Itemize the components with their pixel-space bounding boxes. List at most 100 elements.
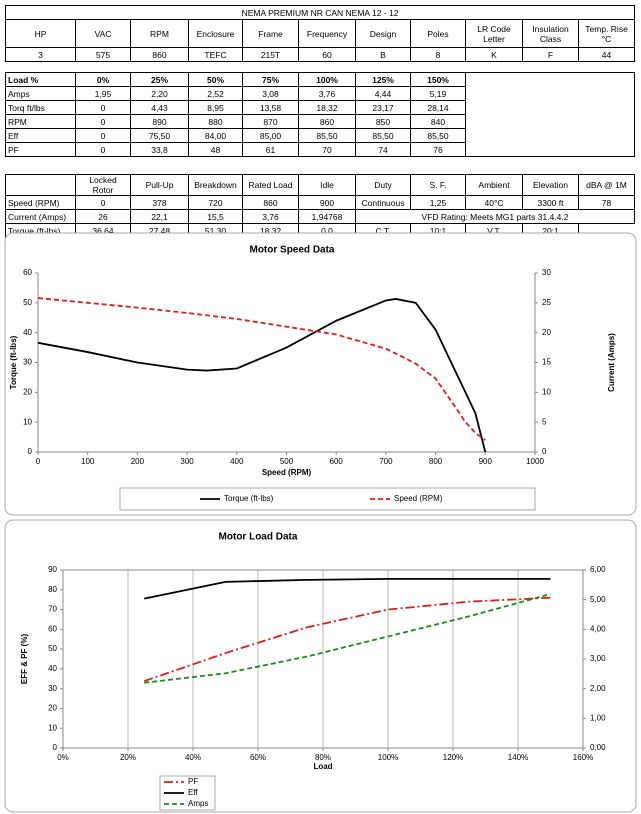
table-cell: TEFC [188,47,243,62]
y-tick-label: 50 [48,644,57,653]
table-cell: 8 [410,47,466,62]
y2-tick-label: 3,00 [590,654,606,663]
table-cell: 8,95 [188,100,243,115]
table-cell: 76 [410,142,466,157]
table-cell: 1,95 [75,86,131,101]
x-tick-label: 500 [280,457,294,466]
x-tick-label: 120% [443,753,463,762]
x-tick-label: 140% [508,753,528,762]
table-cell: 25% [130,72,189,87]
table-cell: 15,5 [188,209,243,224]
table-cell: 50% [188,72,243,87]
x-tick-label: 100 [81,457,95,466]
x-tick-label: 200 [131,457,145,466]
y2-tick-label: 15 [542,358,551,367]
table-cell: 84,00 [188,128,243,143]
x-tick-label: 300 [180,457,194,466]
performance-table: Locked Rotor Pull-Up Breakdown Rated Load Id… [5,174,635,238]
y-tick-label: 70 [48,605,57,614]
table-cell: 125% [355,72,411,87]
table-row: PF 0 33,8 48 61 70 74 76 [5,142,635,157]
table-cell: K [465,47,523,62]
y2-tick-label: 2,00 [590,684,606,693]
column-header: Rated Load [242,174,299,196]
x-axis-label: Speed (RPM) [262,468,312,477]
x-tick-label: 60% [250,753,266,762]
column-header: Frequency [298,19,356,48]
legend-label: Torque (ft-lbs) [224,494,274,503]
y2-tick-label: 30 [542,268,551,277]
table-cell: 75,50 [130,128,189,143]
y2-axis-label: Current (Amps) [607,333,616,392]
table-row: Load % 0% 25% 50% 75% 100% 125% 150% [5,72,636,157]
row-label: PF [5,142,76,157]
table-cell: 22,1 [130,209,189,224]
x-tick-label: 900 [479,457,493,466]
legend-label: PF [188,777,198,786]
table-cell: 48 [188,142,243,157]
table-cell: 860 [242,195,299,210]
x-tick-label: 100% [378,753,398,762]
x-tick-label: 1000 [526,457,544,466]
column-header: Temp. Rise °C [577,19,636,48]
table-cell: 3,76 [298,86,356,101]
y2-tick-label: 4,00 [590,624,606,633]
table-cell: 890 [130,114,189,129]
series-line [144,593,551,684]
table-cell: 70 [298,142,356,157]
column-header: Enclosure [188,19,243,48]
column-header: LR Code Letter [465,19,523,48]
table-cell: 28,14 [410,100,466,115]
table-cell: 215T [242,47,299,62]
chart-panel [4,519,637,813]
y-tick-label: 30 [48,684,57,693]
x-tick-label: 800 [429,457,443,466]
table-cell: 0 [75,142,131,157]
empty-cell [464,72,636,157]
row-label: Current (Amps) [5,209,76,224]
column-header: Pull-Up [130,174,189,196]
column-header: VAC [75,19,131,48]
chart-panel [4,232,637,516]
table-row: Locked Rotor Pull-Up Breakdown Rated Load Id… [5,174,635,196]
table-cell: 85,50 [298,128,356,143]
table-cell: F [522,47,579,62]
y2-tick-label: 0,00 [590,743,606,752]
y-tick-label: 50 [23,298,32,307]
column-header: Insulation Class [522,19,579,48]
y-tick-label: 20 [48,704,57,713]
y-tick-label: 80 [48,585,57,594]
table-cell: 870 [242,114,299,129]
column-header: HP [5,19,76,48]
y2-tick-label: 25 [542,298,551,307]
row-label: Torq ft/lbs [5,100,76,115]
column-header: Idle [298,174,356,196]
table-cell: 575 [75,47,131,62]
table-cell: 85,50 [410,128,466,143]
y-tick-label: 10 [23,417,32,426]
table-cell: 150% [410,72,466,87]
table-cell: 860 [130,47,189,62]
table-row: Current (Amps) 26 22,1 15,5 3,76 1,94768 VFD R… [5,209,635,224]
y-tick-label: 60 [23,268,32,277]
table-cell: 1,94768 [298,209,356,224]
table-row: HP VAC RPM Enclosure Frame Frequency Design Pol… [5,19,636,48]
table-cell: 23,17 [355,100,411,115]
x-tick-label: 40% [185,753,201,762]
x-tick-label: 700 [379,457,393,466]
table-cell: 61 [242,142,299,157]
y-tick-label: 20 [23,387,32,396]
row-label: Load % [5,72,76,87]
table-cell: 1,25 [410,195,466,210]
table-row: RPM 0 890 880 870 860 850 840 [5,114,635,129]
table-row: NEMA PREMIUM NR CAN NEMA 12 - 12 [4,5,636,20]
table-row: 3 575 860 TEFC 215T 60 B 8 K F 44 [5,47,636,62]
table-cell: 78 [578,195,635,210]
series-line [144,578,551,600]
table-row: Speed (RPM) 0 378 720 860 900 Continuous 1,25 40… [5,195,635,210]
table-cell: 85,00 [242,128,299,143]
y-tick-label: 10 [48,723,57,732]
table-cell: 0 [75,100,131,115]
y2-tick-label: 10 [542,387,551,396]
x-tick-label: 80% [315,753,331,762]
